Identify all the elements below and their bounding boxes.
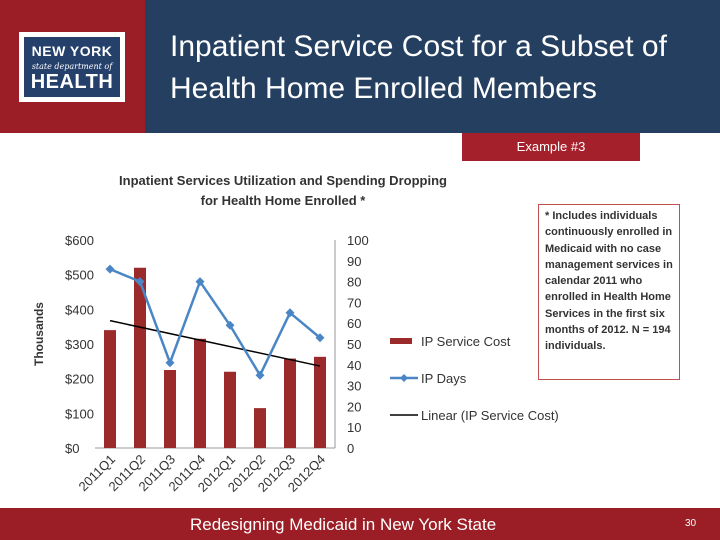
ip-days-point [255, 370, 265, 380]
bar [104, 330, 116, 448]
bar [254, 408, 266, 448]
right-tick-label: 0 [347, 441, 354, 456]
left-tick-label: $400 [65, 302, 94, 317]
legend-swatch-bar [390, 338, 412, 344]
right-tick-label: 80 [347, 275, 361, 290]
nys-health-logo: NEW YORK state department of HEALTH [19, 32, 125, 102]
chart-legend: IP Service Cost IP Days Linear (IP Service… [390, 334, 559, 423]
trend-series [109, 319, 321, 367]
bar [314, 356, 326, 448]
right-tick-label: 90 [347, 254, 361, 269]
page-number: 30 [685, 518, 697, 529]
bar [164, 370, 176, 448]
page-title: Inpatient Service Cost for a Subset of H… [170, 30, 667, 105]
logo-line-1: NEW YORK [31, 43, 113, 59]
right-tick-label: 60 [347, 316, 361, 331]
chart-labels: Inpatient Services Utilization and Spend… [32, 173, 447, 495]
bar [134, 267, 146, 448]
right-tick-label: 50 [347, 337, 361, 352]
bar-series [104, 267, 326, 448]
left-tick-label: $0 [65, 441, 79, 456]
legend-swatch-marker [400, 374, 408, 382]
ip-days-point [195, 277, 205, 287]
unit-label: Thousands [32, 302, 46, 366]
left-tick-label: $100 [65, 406, 94, 421]
legend-label-bar: IP Service Cost [421, 334, 511, 349]
ip-days-point [165, 358, 175, 368]
left-tick-label: $600 [65, 233, 94, 248]
chart: Inpatient Services Utilization and Spend… [32, 173, 559, 495]
ip-days-point [225, 320, 235, 330]
right-tick-label: 20 [347, 399, 361, 414]
right-tick-label: 100 [347, 233, 369, 248]
logo-background: NEW YORK state department of HEALTH [24, 37, 120, 97]
left-tick-label: $500 [65, 268, 94, 283]
left-tick-label: $200 [65, 372, 94, 387]
footnote-box: * Includes individuals continuously enro… [538, 204, 680, 380]
right-tick-label: 10 [347, 420, 361, 435]
bar [194, 338, 206, 448]
right-tick-label: 30 [347, 379, 361, 394]
legend-label-line: IP Days [421, 371, 467, 386]
footer-text: Redesigning Medicaid in New York State [190, 515, 497, 534]
ip-days-point [135, 277, 145, 287]
logo-panel: NEW YORK state department of HEALTH [0, 0, 145, 133]
chart-title-line: Inpatient Services Utilization and Spend… [119, 173, 447, 188]
example-badge: Example #3 [462, 133, 640, 161]
bar [224, 371, 236, 448]
ip-days-point [315, 333, 325, 343]
logo-line-2: state department of [31, 62, 113, 71]
ip-days-line [109, 267, 321, 378]
right-tick-label: 40 [347, 358, 361, 373]
ip-days-point [285, 308, 295, 318]
ip-days-point [105, 264, 115, 274]
chart-title-line: for Health Home Enrolled * [201, 193, 367, 208]
legend-label-trend: Linear (IP Service Cost) [421, 408, 559, 423]
right-tick-label: 70 [347, 295, 361, 310]
ip-days-series [105, 264, 325, 380]
left-tick-label: $300 [65, 337, 94, 352]
footer-bar: Redesigning Medicaid in New York State 3… [0, 508, 720, 540]
bar [284, 358, 296, 448]
trend-line [109, 319, 321, 367]
logo-line-3: HEALTH [30, 71, 114, 93]
